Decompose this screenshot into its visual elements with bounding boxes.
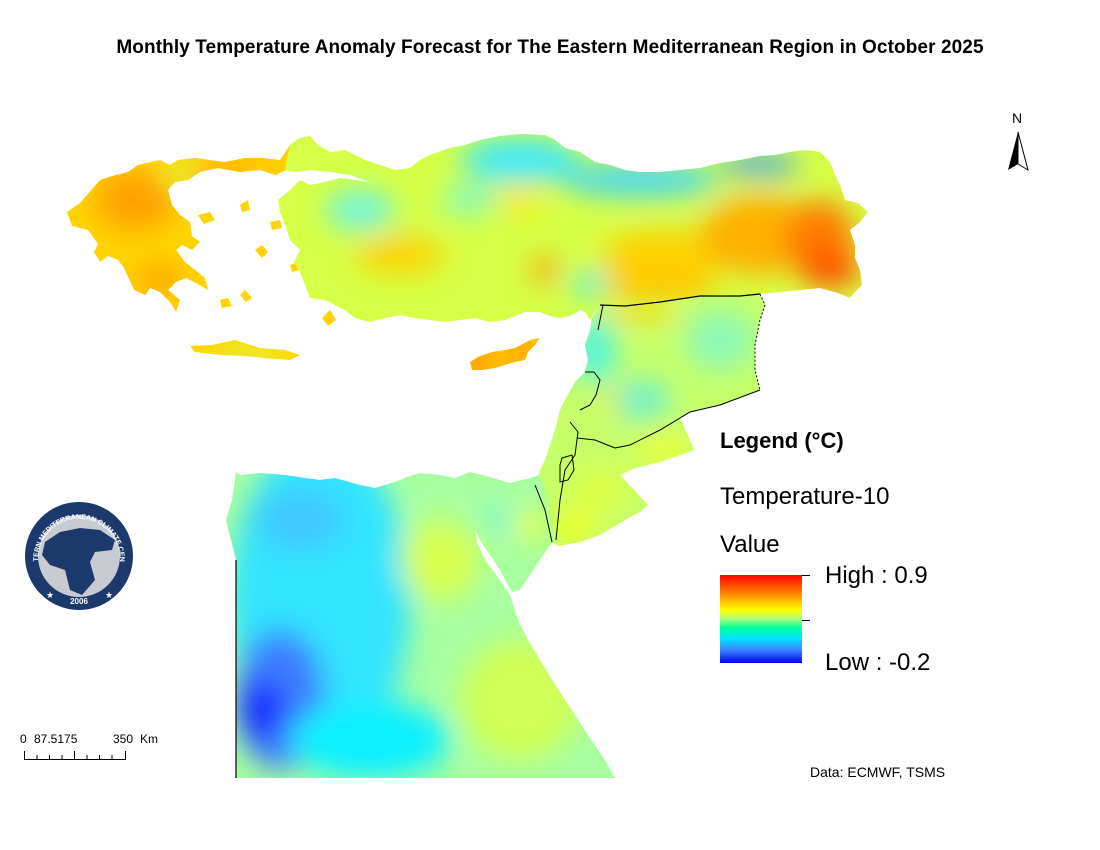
legend-high-label: High : 0.9 — [825, 562, 928, 589]
region-cyprus — [470, 338, 540, 370]
country-borders — [235, 293, 766, 778]
legend-tick-mid — [802, 620, 810, 621]
legend-tick-high — [802, 575, 810, 576]
region-turkey — [278, 134, 868, 322]
north-arrow-icon — [1008, 131, 1029, 172]
scale-label-2: 350 — [113, 732, 134, 746]
north-arrow — [1004, 110, 1034, 175]
scale-label-1: 87.5175 — [34, 732, 78, 746]
legend-layer-name: Temperature-10 — [720, 483, 890, 510]
logo-star-left: ★ — [46, 590, 54, 600]
logo-year: 2006 — [70, 597, 88, 606]
region-egypt — [226, 472, 615, 778]
region-levant — [535, 294, 765, 546]
map-title: Monthly Temperature Anomaly Forecast for… — [116, 37, 984, 58]
legend-low-label: Low : -0.2 — [825, 649, 931, 676]
scale-bar — [24, 751, 126, 760]
legend-color-ramp — [720, 575, 802, 663]
legend-heading: Legend (°C) — [720, 428, 844, 453]
scale-label-3: Km — [140, 732, 158, 746]
logo-star-right: ★ — [105, 590, 113, 600]
scale-label-0: 0 — [20, 732, 27, 746]
legend-field-name: Value — [720, 531, 780, 558]
emcc-logo: EASTERN MEDITERRANEAN CLIMATE CENTRE 200… — [17, 495, 138, 612]
data-source: Data: ECMWF, TSMS — [810, 764, 946, 780]
north-label: N — [1012, 110, 1023, 126]
